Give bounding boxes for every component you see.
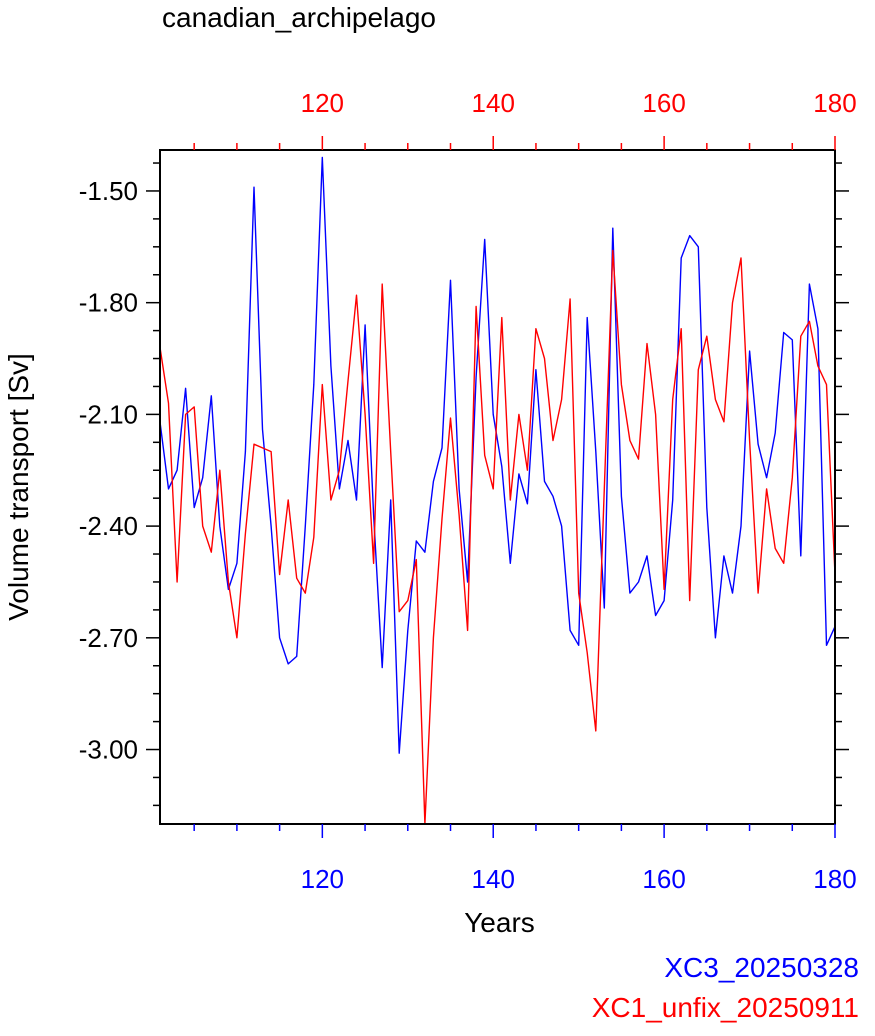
series-line-1: [159, 156, 836, 754]
y-tick-label: -3.00: [79, 735, 138, 765]
legend-series-2: XC1_unfix_20250911: [591, 992, 859, 1023]
y-axis-label: Volume transport [Sv]: [3, 353, 34, 621]
y-tick-label: -2.70: [79, 623, 138, 653]
x-axis-label: Years: [464, 907, 535, 938]
y-tick-label: -1.50: [79, 176, 138, 206]
x-tick-label-top: 120: [301, 88, 344, 118]
series-line-2: [159, 249, 836, 825]
x-tick-label-top: 140: [472, 88, 515, 118]
x-tick-label-bottom: 120: [301, 864, 344, 894]
chart-title: canadian_archipelago: [162, 2, 436, 33]
legend-series-1: XC3_20250328: [664, 952, 859, 983]
x-tick-label-bottom: 180: [813, 864, 856, 894]
x-tick-label-bottom: 140: [472, 864, 515, 894]
x-tick-label-top: 160: [642, 88, 685, 118]
y-tick-label: -2.10: [79, 399, 138, 429]
y-tick-label: -2.40: [79, 511, 138, 541]
plot-frame: [159, 149, 836, 825]
x-tick-label-top: 180: [813, 88, 856, 118]
x-tick-label-bottom: 160: [642, 864, 685, 894]
y-tick-label: -1.80: [79, 288, 138, 318]
